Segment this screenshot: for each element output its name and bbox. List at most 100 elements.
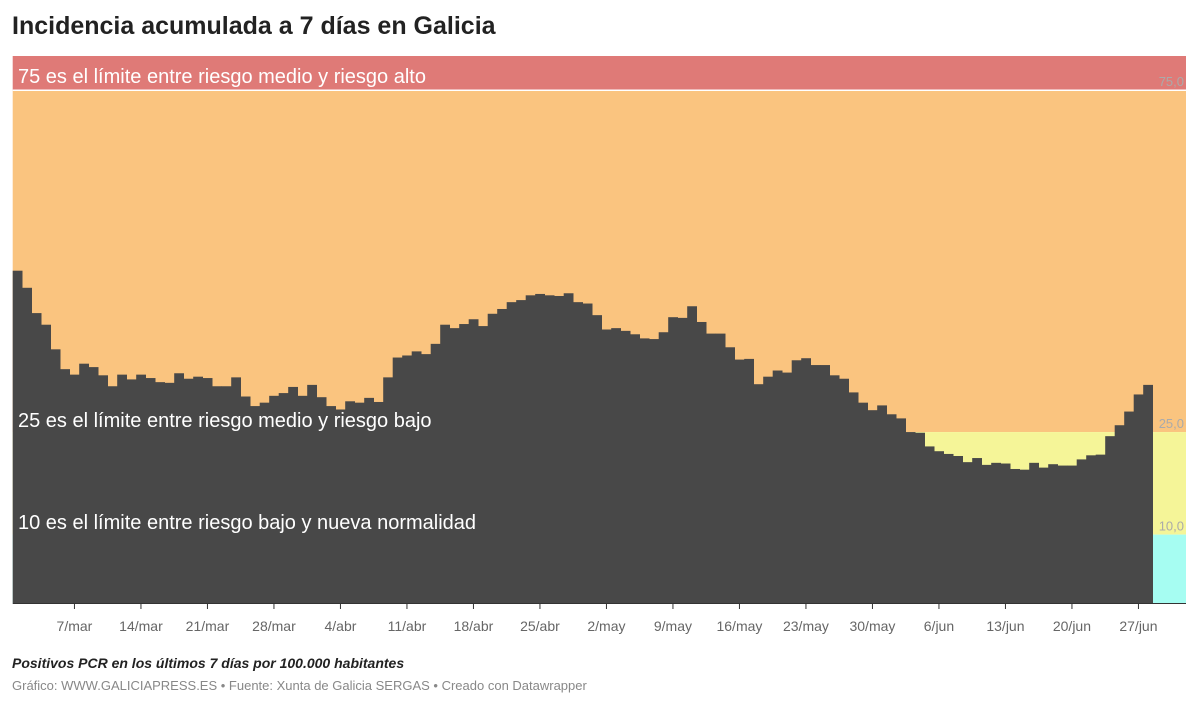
reference-annotation: 75 es el límite entre riesgo medio y rie…	[18, 66, 426, 88]
bar	[307, 384, 317, 603]
bar	[867, 410, 878, 603]
bar	[250, 406, 260, 603]
bar	[69, 374, 80, 603]
bar	[288, 386, 298, 603]
bar	[31, 313, 42, 603]
x-tick-label: 23/may	[783, 618, 829, 634]
bar	[991, 462, 1001, 603]
bar	[525, 295, 536, 603]
bar	[364, 397, 374, 603]
x-tick-label: 2/may	[587, 618, 625, 634]
bar	[962, 462, 973, 603]
bar	[402, 355, 412, 603]
bar	[1114, 425, 1125, 603]
bar	[459, 324, 469, 603]
bar	[136, 374, 146, 603]
bar	[772, 370, 783, 603]
bar	[953, 455, 963, 603]
bar	[212, 386, 222, 603]
bar	[478, 326, 488, 603]
bar	[687, 306, 697, 603]
x-tick-label: 14/mar	[119, 618, 163, 634]
bar	[88, 367, 99, 603]
bar	[668, 317, 678, 603]
chart-source: Gráfico: WWW.GALICIAPRESS.ES • Fuente: X…	[12, 678, 587, 693]
bar	[763, 376, 773, 603]
x-tick-label: 16/may	[716, 618, 762, 634]
bar	[430, 343, 441, 603]
x-tick-label: 25/abr	[520, 618, 560, 634]
bar	[848, 392, 859, 603]
bar	[1105, 436, 1115, 603]
bar	[535, 293, 545, 603]
x-tick-label: 9/may	[654, 618, 692, 634]
bar	[516, 300, 526, 603]
bar	[41, 324, 51, 603]
x-tick-label: 18/abr	[454, 618, 494, 634]
reference-value-label: 10,0	[1159, 519, 1184, 534]
bar	[126, 379, 137, 603]
bar	[326, 406, 336, 603]
bar	[563, 293, 574, 603]
x-tick-label: 6/jun	[924, 618, 954, 634]
bar	[497, 308, 507, 603]
bar	[820, 365, 830, 603]
bar	[1010, 468, 1020, 603]
x-tick-label: 11/abr	[388, 618, 427, 634]
bar	[98, 375, 108, 603]
bar	[658, 332, 669, 603]
bar	[601, 329, 612, 603]
bar	[117, 374, 127, 603]
bar	[174, 373, 184, 603]
bar	[1019, 469, 1030, 603]
bar	[449, 328, 460, 603]
bar	[934, 451, 944, 603]
reference-annotation: 10 es el límite entre riesgo bajo y nuev…	[18, 512, 476, 534]
x-tick-label: 13/jun	[986, 618, 1024, 634]
bar	[1048, 464, 1058, 603]
bar	[259, 402, 270, 603]
bar	[1038, 467, 1049, 603]
bar	[734, 359, 745, 603]
bar	[278, 393, 289, 603]
bar	[440, 324, 450, 603]
bar	[791, 360, 802, 603]
bar	[50, 349, 61, 603]
bar	[573, 302, 583, 603]
x-tick-label: 27/jun	[1119, 618, 1157, 634]
x-tick-label: 30/may	[849, 618, 895, 634]
x-tick-label: 7/mar	[57, 618, 93, 634]
bar	[877, 405, 887, 603]
bar	[649, 339, 659, 603]
bar	[202, 378, 213, 603]
bar	[611, 328, 621, 603]
bar	[753, 384, 764, 603]
bar	[829, 375, 840, 603]
reference-value-label: 25,0	[1159, 416, 1184, 431]
bar	[145, 378, 156, 603]
bar	[107, 386, 118, 603]
bar	[896, 418, 906, 603]
bar	[677, 317, 688, 603]
bar	[1057, 465, 1068, 603]
bar	[392, 357, 403, 603]
bar	[639, 338, 650, 603]
bar	[858, 402, 868, 603]
bar	[943, 453, 954, 603]
bar	[316, 397, 327, 603]
bar	[297, 395, 308, 603]
bar	[269, 395, 279, 603]
bar	[231, 377, 241, 603]
bar	[373, 401, 384, 603]
bar	[183, 378, 194, 603]
bar	[487, 313, 498, 603]
bar	[1086, 455, 1096, 603]
bar	[725, 347, 735, 603]
bar	[582, 303, 593, 603]
bar	[1143, 384, 1153, 603]
bar	[544, 295, 555, 603]
bar	[801, 358, 811, 603]
chart-title: Incidencia acumulada a 7 días en Galicia	[12, 12, 496, 40]
bar	[345, 401, 355, 603]
